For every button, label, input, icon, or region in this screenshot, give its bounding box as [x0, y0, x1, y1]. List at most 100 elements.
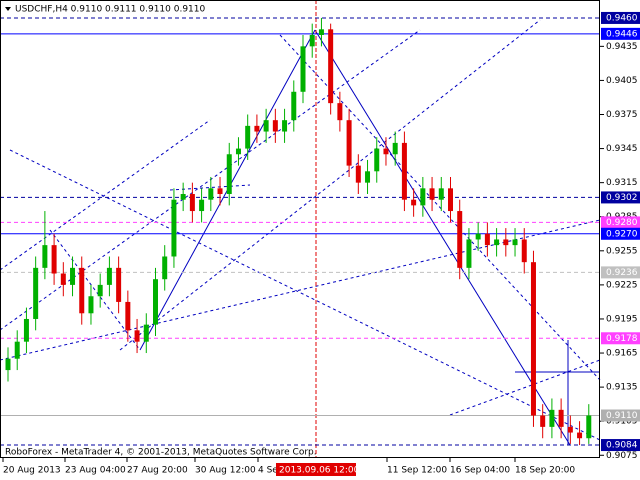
- candle-body: [162, 256, 168, 280]
- x-tick-label: 16 Sep 04:00: [450, 466, 510, 476]
- candle-body: [346, 120, 352, 166]
- candle-body: [70, 267, 76, 285]
- menu-arrow[interactable]: [5, 7, 11, 11]
- y-tick-label: 0.9135: [606, 383, 638, 393]
- trend-line: [9, 149, 601, 441]
- candle-body: [328, 29, 334, 104]
- candle-body: [530, 262, 536, 416]
- x-tick-label: 18 Sep 20:00: [515, 466, 575, 476]
- chart-title: USDCHF,H4 0.9110 0.9111 0.9110 0.9110: [15, 5, 205, 15]
- candle-body: [245, 125, 251, 149]
- candle-body: [411, 199, 417, 206]
- candle-body: [180, 194, 186, 200]
- candle-body: [448, 188, 453, 212]
- candle-body: [263, 120, 269, 132]
- trend-line: [0, 119, 211, 271]
- level-label: 0.9084: [606, 441, 638, 451]
- candle-body: [272, 120, 278, 132]
- candle-body: [392, 142, 398, 155]
- candle-body: [171, 199, 177, 257]
- candle-body: [401, 142, 407, 200]
- candle-body: [125, 301, 131, 331]
- level-label: 0.9178: [606, 334, 638, 344]
- candle-body: [291, 91, 297, 121]
- candle-body: [153, 279, 158, 325]
- y-tick-label: 0.9075: [606, 451, 638, 461]
- candle-body: [106, 267, 112, 285]
- candle-body: [97, 284, 103, 297]
- footer: RoboForex - MetaTrader 4, © 2001-2013, M…: [5, 448, 317, 458]
- level-label-box: [601, 11, 640, 24]
- trend-line: [0, 29, 421, 331]
- level-label: 0.9236: [606, 268, 638, 278]
- level-label-box: [601, 191, 640, 204]
- candle-body: [116, 267, 122, 302]
- trend-line: [119, 19, 541, 351]
- candle-body: [282, 120, 288, 132]
- level-label-box: [601, 216, 640, 229]
- candle-body: [51, 245, 57, 274]
- candle-body: [494, 239, 500, 246]
- y-tick-label: 0.9105: [606, 417, 638, 427]
- cursor-label-box: [276, 463, 356, 476]
- candle-body: [457, 211, 463, 268]
- candle-body: [14, 341, 20, 359]
- x-tick-label: 27 Aug 20:00: [127, 466, 188, 476]
- y-tick-label: 0.9345: [606, 144, 638, 154]
- candle-body: [420, 188, 426, 206]
- y-tick-label: 0.9225: [606, 280, 638, 290]
- x-tick-label: 30 Aug 12:00: [195, 466, 256, 476]
- candle-body: [484, 233, 490, 246]
- trend-line: [0, 219, 601, 361]
- level-label-box: [601, 439, 640, 452]
- candle-body: [217, 188, 223, 195]
- candle-body: [199, 199, 205, 212]
- level-label-box: [601, 332, 640, 345]
- candle-body: [540, 415, 546, 427]
- candle-body: [134, 330, 140, 342]
- y-tick-label: 0.9165: [606, 349, 638, 359]
- trend-line: [49, 229, 141, 351]
- level-label: 0.9460: [606, 13, 638, 23]
- candle-body: [586, 415, 592, 439]
- candle-body: [503, 239, 509, 246]
- plot-area: [0, 17, 600, 446]
- candle-body: [365, 171, 371, 183]
- candle-body: [60, 273, 66, 285]
- candle-body: [235, 148, 241, 155]
- x-tick-label: 4 Se: [258, 466, 278, 476]
- trend-line: [279, 34, 601, 381]
- candle-body: [5, 358, 11, 371]
- level-label: 0.9302: [606, 193, 638, 203]
- level-label-box: [601, 27, 640, 40]
- level-label: 0.9270: [606, 229, 638, 239]
- candle-body: [466, 239, 472, 268]
- candle-body: [208, 188, 214, 200]
- candle-body: [558, 409, 564, 427]
- candle-body: [355, 165, 361, 183]
- candle-body: [438, 188, 444, 200]
- candle-body: [226, 154, 232, 195]
- y-tick-label: 0.9375: [606, 110, 638, 120]
- candle-body: [549, 409, 555, 427]
- candle-body: [429, 188, 435, 200]
- candle-body: [189, 194, 195, 212]
- candle-body: [318, 29, 324, 35]
- analysis-lines: [0, 19, 601, 446]
- x-tick-label: 20 Aug 2013: [3, 466, 61, 476]
- candle-body: [521, 239, 527, 263]
- candle-body: [88, 296, 94, 314]
- trend-line: [449, 359, 601, 416]
- level-label-box: [601, 227, 640, 240]
- candle-body: [337, 103, 343, 121]
- trend-line: [314, 29, 571, 446]
- level-label-box: [601, 409, 640, 422]
- candle-body: [309, 34, 315, 47]
- candle-body: [23, 318, 29, 342]
- y-tick-label: 0.9435: [606, 42, 638, 52]
- candle-body: [374, 148, 380, 172]
- candle-body: [475, 233, 481, 240]
- candle-body: [143, 324, 149, 342]
